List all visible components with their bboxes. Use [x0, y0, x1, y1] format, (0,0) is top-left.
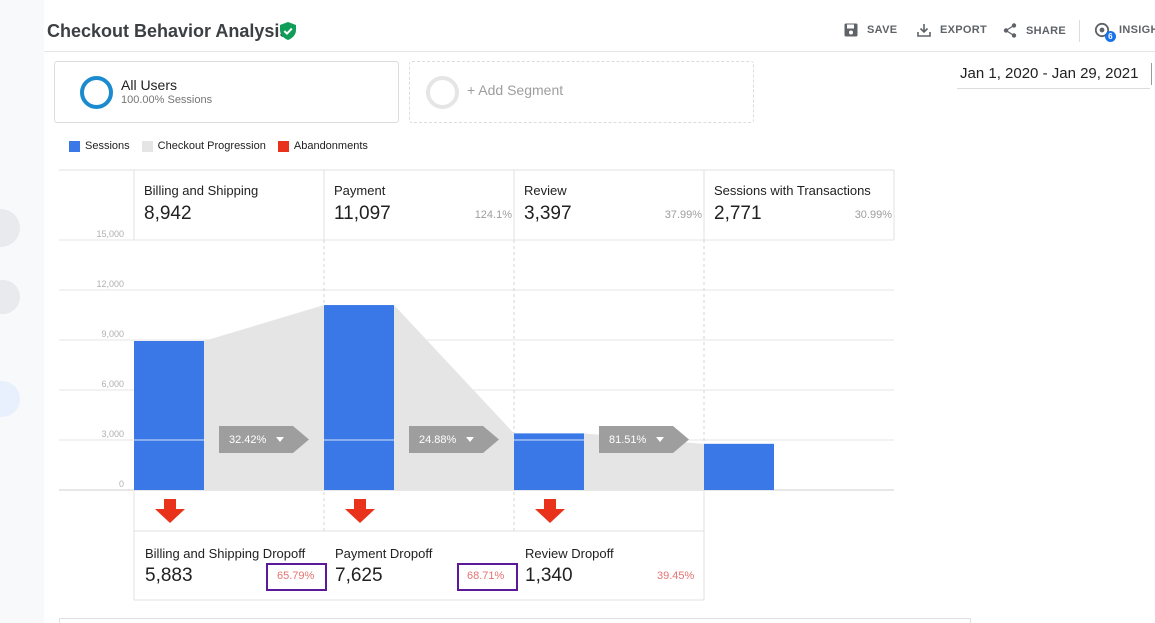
insights-label: INSIGH — [1119, 24, 1155, 36]
export-button[interactable]: EXPORT — [917, 23, 987, 37]
progression-flag — [219, 426, 309, 453]
dropoff-value: 1,340 — [525, 565, 573, 586]
toolbar-divider — [1079, 20, 1080, 42]
segment-empty-ring-icon — [426, 76, 459, 109]
stage-transactions[interactable]: Sessions with Transactions 2,771 30.99% — [714, 183, 892, 225]
chevron-down-icon — [656, 437, 664, 442]
scrollbar[interactable] — [1151, 63, 1152, 85]
legend-swatch — [141, 140, 153, 152]
stage-review[interactable]: Review 3,397 37.99% — [524, 183, 702, 225]
abandonment-arrow-icon — [345, 499, 375, 523]
sessions-bar — [514, 433, 584, 490]
segment-percentage: 100.00% Sessions — [121, 94, 213, 106]
dropoff-review[interactable]: Review Dropoff 1,340 39.45% — [525, 546, 703, 587]
add-segment-button[interactable]: + Add Segment — [409, 61, 754, 123]
dropoff-billing-shipping[interactable]: Billing and Shipping Dropoff 5,883 65.79… — [145, 546, 323, 587]
stage-billing-shipping[interactable]: Billing and Shipping 8,942 — [144, 183, 322, 225]
share-label: SHARE — [1026, 24, 1067, 37]
stage-value: 8,942 — [144, 203, 192, 224]
stage-value: 3,397 — [524, 203, 572, 224]
left-nav-rail — [0, 0, 44, 623]
abandonment-arrow-icon — [535, 499, 565, 523]
insights-button[interactable]: 6 INSIGH — [1094, 22, 1155, 42]
save-icon — [844, 23, 858, 37]
highlight-box — [457, 563, 518, 591]
report-header: Checkout Behavior Analysis SAVE EXPORT S… — [44, 0, 1155, 52]
share-icon — [1003, 23, 1017, 38]
stage-name: Sessions with Transactions — [714, 183, 871, 198]
y-tick-label: 15,000 — [96, 229, 124, 239]
y-tick-label: 6,000 — [101, 379, 124, 389]
progression-flag — [409, 426, 499, 453]
chart-legend: Sessions Checkout Progression Abandonmen… — [69, 140, 380, 152]
page-title: Checkout Behavior Analysis — [47, 21, 290, 41]
dropoff-payment[interactable]: Payment Dropoff 7,625 68.71% — [335, 546, 513, 587]
y-tick-label: 12,000 — [96, 279, 124, 289]
nav-icon[interactable] — [0, 209, 20, 247]
stage-percentage: 124.1% — [474, 209, 512, 221]
legend-label: Checkout Progression — [157, 140, 266, 152]
nav-icon-active[interactable] — [0, 381, 20, 417]
progression-rate: 24.88% — [419, 434, 457, 446]
stage-percentage: 30.99% — [854, 209, 892, 221]
legend-label: Sessions — [85, 140, 130, 152]
save-label: SAVE — [867, 24, 898, 36]
legend-label: Abandonments — [293, 140, 368, 152]
nav-icon[interactable] — [0, 280, 20, 314]
save-button[interactable]: SAVE — [844, 23, 897, 37]
segment-ring-icon — [80, 76, 113, 109]
insights-icon — [1094, 22, 1110, 38]
sessions-bar — [134, 340, 204, 490]
export-label: EXPORT — [940, 24, 988, 36]
dropoff-name: Payment Dropoff — [335, 546, 433, 561]
stage-name: Review — [524, 183, 567, 198]
highlight-box — [266, 563, 327, 591]
sessions-bar — [704, 443, 774, 490]
dropoff-percentage: 68.71% — [467, 570, 505, 582]
add-segment-label: + Add Segment — [467, 82, 564, 98]
y-tick-label: 0 — [119, 479, 124, 489]
legend-item-abandonments: Abandonments — [277, 140, 368, 152]
dropoff-value: 7,625 — [335, 565, 383, 586]
segment-name: All Users — [121, 77, 178, 93]
dropoff-percentage: 39.45% — [657, 570, 695, 582]
y-tick-label: 3,000 — [101, 429, 124, 439]
share-button[interactable]: SHARE — [1003, 23, 1066, 38]
checkout-progression-area — [204, 305, 324, 490]
stage-value: 11,097 — [334, 203, 391, 224]
legend-swatch — [69, 140, 80, 152]
verified-shield-icon — [280, 22, 296, 40]
chevron-down-icon — [466, 437, 474, 442]
dropoff-percentage: 65.79% — [277, 570, 315, 582]
dropoff-name: Review Dropoff — [525, 546, 614, 561]
export-icon — [917, 24, 931, 37]
progression-rate: 32.42% — [229, 434, 267, 446]
segment-all-users[interactable]: All Users 100.00% Sessions — [54, 61, 399, 123]
stage-payment[interactable]: Payment 11,097 124.1% — [334, 183, 512, 225]
checkout-progression-area — [394, 305, 514, 490]
date-range-picker[interactable]: Jan 1, 2020 - Jan 29, 2021 — [957, 63, 1150, 89]
next-panel-edge — [59, 618, 971, 623]
chevron-down-icon — [276, 437, 284, 442]
insights-badge: 6 — [1105, 31, 1116, 42]
stage-name: Payment — [334, 183, 386, 198]
stage-name: Billing and Shipping — [144, 183, 259, 198]
legend-item-sessions: Sessions — [69, 140, 130, 152]
progression-flag — [599, 426, 689, 453]
legend-swatch — [277, 140, 289, 152]
sessions-bar — [324, 305, 394, 490]
stage-percentage: 37.99% — [664, 209, 702, 221]
stage-value: 2,771 — [714, 203, 762, 224]
dropoff-name: Billing and Shipping Dropoff — [145, 546, 306, 561]
legend-item-progression: Checkout Progression — [141, 140, 266, 152]
abandonment-arrow-icon — [155, 499, 185, 523]
progression-rate: 81.51% — [609, 434, 647, 446]
dropoff-value: 5,883 — [145, 565, 193, 586]
y-tick-label: 9,000 — [101, 329, 124, 339]
